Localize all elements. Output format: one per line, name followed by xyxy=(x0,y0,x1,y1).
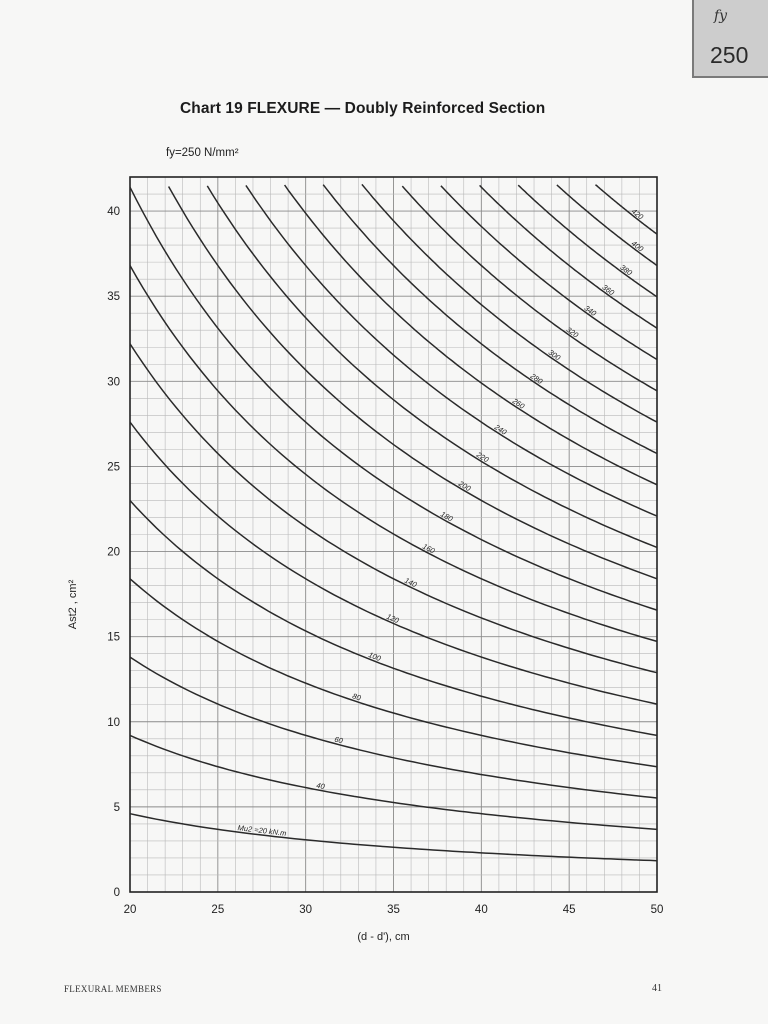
curve-140 xyxy=(129,343,658,674)
x-tick-label: 35 xyxy=(387,904,400,916)
x-tick-label: 45 xyxy=(563,904,576,916)
x-tick-label: 30 xyxy=(299,904,312,916)
curve-label-380: 380 xyxy=(618,263,634,278)
curve-60 xyxy=(129,656,658,799)
curve-label-60: 60 xyxy=(333,735,344,746)
x-tick-label: 40 xyxy=(475,904,488,916)
plot-frame xyxy=(129,176,658,893)
y-tick-label: 5 xyxy=(114,802,120,814)
curve-label-100: 100 xyxy=(367,650,383,663)
curves-group xyxy=(129,183,658,862)
chart-title: Chart 19 FLEXURE — Doubly Reinforced Sec… xyxy=(180,100,546,117)
y-tick-label: 15 xyxy=(107,632,120,644)
x-tick-labels: 20 25 30 35 40 45 50 xyxy=(124,904,664,916)
fy-value: 250 xyxy=(710,42,749,68)
curve-label-80: 80 xyxy=(351,691,363,702)
x-tick-label: 20 xyxy=(124,904,137,916)
x-axis-label: (d - d'), cm xyxy=(357,931,409,943)
y-axis-label: Ast2 , cm² xyxy=(67,579,79,629)
y-tick-label: 35 xyxy=(107,291,120,303)
curve-420 xyxy=(595,184,658,235)
curve-280 xyxy=(322,184,658,455)
curve-20 xyxy=(129,812,658,862)
fy-symbol: fy xyxy=(714,8,728,24)
curve-label-280: 280 xyxy=(528,371,545,386)
curve-160 xyxy=(129,265,658,643)
curve-label-140: 140 xyxy=(403,576,419,590)
curve-label-360: 360 xyxy=(601,283,617,298)
y-tick-label: 0 xyxy=(114,887,120,899)
y-tick-label: 10 xyxy=(107,717,120,729)
curve-label-300: 300 xyxy=(547,348,563,363)
curve-80 xyxy=(129,578,658,768)
footer-section-name: FLEXURAL MEMBERS xyxy=(64,984,162,994)
curve-200 xyxy=(167,186,658,580)
y-tick-label: 20 xyxy=(107,547,120,559)
curve-300 xyxy=(361,183,658,423)
curve-label-120: 120 xyxy=(385,612,401,626)
curve-380 xyxy=(517,184,658,298)
curve-40 xyxy=(129,734,658,831)
curve-260 xyxy=(283,184,658,486)
curve-400 xyxy=(556,184,658,267)
curve-label-340: 340 xyxy=(583,303,599,318)
curve-label-180: 180 xyxy=(439,510,455,524)
curve-label-320: 320 xyxy=(565,325,581,340)
curve-label-160: 160 xyxy=(421,542,437,556)
curve-340 xyxy=(440,185,658,361)
y-tick-label: 30 xyxy=(107,376,120,388)
y-tick-label: 25 xyxy=(107,461,120,473)
curve-360 xyxy=(479,184,658,329)
curve-240 xyxy=(245,184,658,517)
curve-label-400: 400 xyxy=(630,239,646,254)
curve-100 xyxy=(129,499,658,737)
y-tick-label: 40 xyxy=(107,206,120,218)
chart-subtitle: fy=250 N/mm² xyxy=(166,147,239,159)
curve-180 xyxy=(129,186,658,611)
x-tick-label: 50 xyxy=(651,904,664,916)
y-tick-labels: 0 5 10 15 20 25 30 35 40 xyxy=(107,206,120,899)
curve-120 xyxy=(129,421,658,705)
curve-label-420: 420 xyxy=(630,207,646,222)
curve-320 xyxy=(401,185,658,392)
footer-page-number: 41 xyxy=(652,983,662,994)
curve-label-40: 40 xyxy=(316,781,327,792)
curve-220 xyxy=(206,185,658,549)
x-tick-label: 25 xyxy=(211,904,224,916)
fy-corner-tab: fy 250 xyxy=(692,0,768,78)
